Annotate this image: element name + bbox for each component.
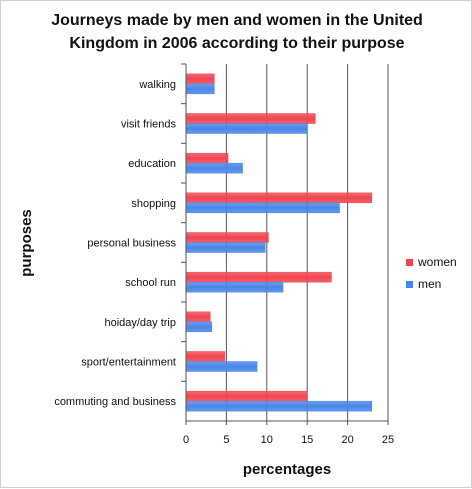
x-tick-label-20: 20	[341, 434, 353, 446]
bar-women-5	[185, 271, 332, 283]
bar-women-0	[185, 73, 215, 85]
bar-women-8	[185, 390, 308, 402]
x-tick-label-15: 15	[301, 434, 313, 446]
chart-title-line-2: Kingdom in 2006 according to their purpo…	[69, 35, 405, 52]
bar-men-5	[185, 281, 284, 293]
bar-women-4	[185, 232, 269, 243]
category-label-5: school run	[125, 277, 176, 289]
x-tick-label-25: 25	[382, 434, 394, 446]
legend-swatch-women	[406, 259, 413, 266]
bar-men-3	[185, 202, 340, 214]
x-tick-label-10: 10	[261, 434, 273, 446]
x-tick-label-0: 0	[183, 434, 189, 446]
chart-title-line-1: Journeys made by men and women in the Un…	[51, 12, 423, 29]
bar-men-8	[185, 400, 373, 412]
category-label-1: visit friends	[121, 119, 177, 131]
category-label-8: commuting and business	[54, 396, 176, 408]
bar-men-2	[185, 162, 243, 174]
x-tick-label-5: 5	[223, 434, 229, 446]
category-label-2: education	[128, 158, 176, 170]
bar-women-3	[185, 192, 373, 204]
category-label-4: personal business	[87, 238, 176, 250]
legend-label-women: women	[417, 255, 457, 269]
bar-men-0	[185, 83, 215, 95]
category-label-0: walking	[138, 79, 176, 91]
bar-men-1	[185, 123, 308, 134]
bar-women-7	[185, 351, 226, 362]
legend-swatch-men	[406, 281, 413, 288]
x-axis-title: percentages	[243, 461, 331, 478]
bar-women-6	[185, 311, 211, 323]
y-axis-title: purposes	[18, 209, 35, 277]
legend-label-men: men	[418, 277, 441, 291]
bar-men-4	[185, 242, 266, 253]
category-label-3: shopping	[131, 198, 176, 210]
bar-women-2	[185, 152, 229, 164]
bar-men-7	[185, 361, 258, 372]
chart-title: Journeys made by men and women in the Un…	[1, 9, 472, 55]
category-label-6: hoiday/day trip	[104, 317, 176, 329]
bar-women-1	[185, 113, 316, 124]
category-label-7: sport/entertainment	[81, 357, 176, 369]
bar-men-6	[185, 321, 213, 333]
